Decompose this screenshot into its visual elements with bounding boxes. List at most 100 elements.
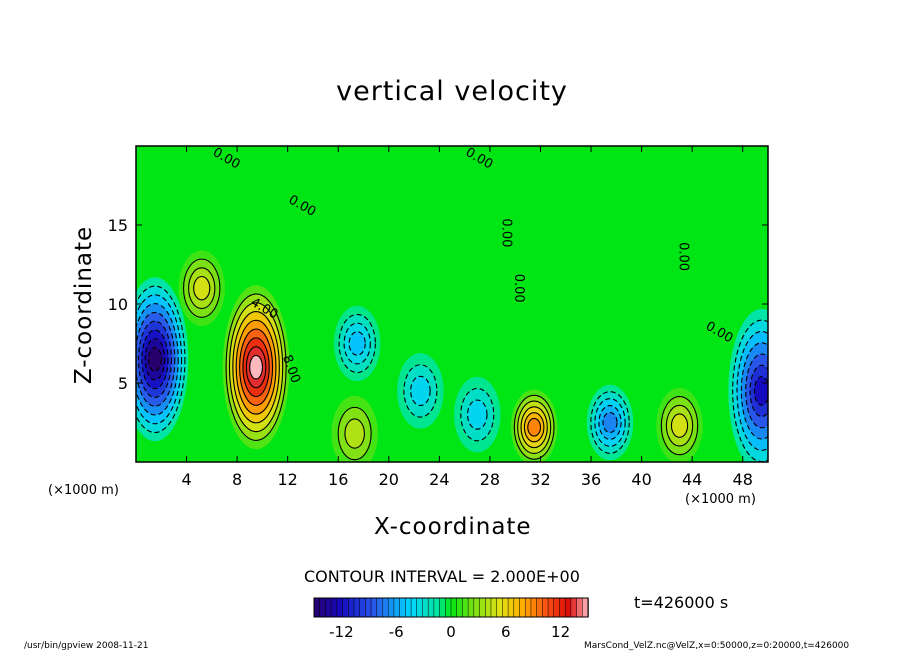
field-level bbox=[467, 400, 488, 430]
contour-line bbox=[141, 329, 169, 390]
colorbar-cell bbox=[439, 597, 447, 618]
x-tick-label: 12 bbox=[278, 470, 298, 489]
colorbar-tick-label: 6 bbox=[501, 623, 511, 641]
contour-line bbox=[594, 398, 626, 447]
contour-line bbox=[193, 275, 211, 301]
contour-layer bbox=[136, 258, 768, 462]
colorbar-tick-label: -6 bbox=[389, 623, 404, 641]
x-tick-label: 48 bbox=[733, 470, 753, 489]
colorbar-cell bbox=[427, 597, 435, 618]
contour-line bbox=[344, 418, 365, 449]
colorbar-cell bbox=[353, 597, 361, 618]
contour-line bbox=[527, 417, 542, 437]
colorbar-cell bbox=[330, 597, 338, 618]
contour-line bbox=[602, 411, 618, 434]
field-feature bbox=[728, 308, 768, 462]
x-tick-label: 20 bbox=[379, 470, 399, 489]
contour-line bbox=[245, 346, 267, 389]
contour-line bbox=[136, 303, 179, 416]
colorbar-cell bbox=[416, 597, 424, 618]
contour-line bbox=[232, 310, 280, 424]
x-tick-label: 44 bbox=[682, 470, 702, 489]
field-level bbox=[602, 412, 618, 433]
colorbar-cell bbox=[319, 597, 327, 618]
colorbar-cell bbox=[456, 597, 464, 618]
y-tick-label: 5 bbox=[118, 374, 128, 393]
contour-label: 0.00 bbox=[511, 274, 526, 303]
contour-line bbox=[523, 412, 545, 443]
contour-line bbox=[242, 337, 270, 398]
contour-line bbox=[660, 396, 699, 456]
contour-line bbox=[753, 376, 768, 406]
colorbar-cell bbox=[342, 597, 349, 618]
contour-line bbox=[338, 313, 376, 374]
contour-line bbox=[136, 311, 176, 407]
contour-line bbox=[228, 302, 284, 433]
colorbar-cell bbox=[502, 597, 509, 618]
colorbar-cell bbox=[542, 597, 549, 618]
field-feature bbox=[333, 305, 381, 382]
contour-line bbox=[183, 258, 221, 318]
colorbar-cell bbox=[359, 597, 367, 618]
contour-line bbox=[513, 394, 555, 460]
colorbar-cell bbox=[467, 597, 475, 618]
x-tick-label: 16 bbox=[328, 470, 348, 489]
contour-line bbox=[460, 387, 495, 442]
contour-line bbox=[590, 391, 630, 454]
field-level bbox=[193, 276, 210, 300]
y-tick-label: 10 bbox=[108, 295, 128, 314]
colorbar-cell bbox=[524, 597, 532, 618]
contour-line bbox=[235, 319, 277, 415]
x-tick-label: 32 bbox=[530, 470, 550, 489]
contour-line bbox=[665, 404, 694, 447]
contour-line bbox=[137, 320, 172, 398]
chart-title: vertical velocity bbox=[336, 76, 568, 107]
footer-left: /usr/bin/gpview 2008-11-21 bbox=[24, 641, 149, 651]
contour-line bbox=[136, 285, 186, 434]
contour-line bbox=[517, 400, 552, 454]
field-feature bbox=[656, 387, 703, 462]
colorbar-cell bbox=[559, 597, 566, 618]
contour-line bbox=[598, 405, 622, 440]
x-tick-label: 24 bbox=[429, 470, 449, 489]
contour-line bbox=[343, 322, 371, 365]
x-tick-label: 40 bbox=[631, 470, 651, 489]
colorbar-frame bbox=[313, 597, 589, 618]
y-tick-label: 15 bbox=[108, 216, 128, 235]
field-level bbox=[527, 418, 541, 437]
colorbar-cell bbox=[405, 597, 412, 618]
time-label: t=426000 s bbox=[634, 593, 729, 612]
field-feature bbox=[178, 250, 225, 326]
x-unit-right: (×1000 m) bbox=[685, 492, 756, 507]
colorbar-cell bbox=[513, 597, 521, 618]
colorbar-cell bbox=[564, 597, 572, 618]
colorbar-cell bbox=[473, 597, 481, 618]
contour-interval-text: CONTOUR INTERVAL = 2.000E+00 bbox=[304, 567, 580, 586]
contour-line bbox=[188, 267, 216, 310]
field-level bbox=[249, 355, 263, 379]
field-level bbox=[410, 376, 431, 406]
contour-line bbox=[410, 375, 431, 407]
colorbar-cell bbox=[325, 597, 332, 618]
contour-line bbox=[749, 364, 768, 418]
x-unit-left: (×1000 m) bbox=[48, 483, 119, 498]
colorbar-cell bbox=[382, 597, 389, 618]
contour-line bbox=[136, 294, 183, 425]
x-tick-label: 4 bbox=[181, 470, 191, 489]
colorbar-cell bbox=[410, 597, 418, 618]
colorbar-cell bbox=[485, 597, 492, 618]
contour-line bbox=[225, 293, 287, 441]
colorbar-cell bbox=[530, 597, 538, 618]
field-level bbox=[148, 347, 162, 372]
contour-label: 0.00 bbox=[499, 218, 514, 247]
contour-line bbox=[466, 399, 488, 430]
colorbar-cell bbox=[399, 597, 407, 618]
contour-line bbox=[348, 331, 366, 356]
contour-line bbox=[148, 346, 162, 372]
contour-line bbox=[745, 353, 768, 429]
colorbar-cell bbox=[536, 597, 544, 618]
colorbar-cell bbox=[348, 597, 355, 618]
colorbar-tick-label: 0 bbox=[446, 623, 456, 641]
contour-line bbox=[337, 406, 372, 461]
